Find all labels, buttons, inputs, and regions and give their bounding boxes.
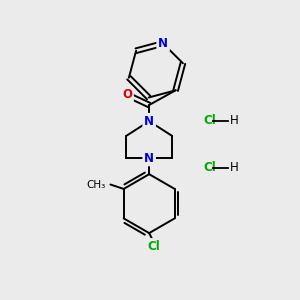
Text: H: H (230, 114, 238, 127)
Text: O: O (122, 88, 132, 101)
Text: H: H (230, 161, 238, 174)
Text: CH₃: CH₃ (87, 179, 106, 190)
Text: N: N (144, 115, 154, 128)
Text: Cl: Cl (203, 161, 216, 174)
Text: Cl: Cl (147, 240, 160, 253)
Text: Cl: Cl (203, 114, 216, 127)
Text: N: N (158, 37, 168, 50)
Text: N: N (144, 152, 154, 164)
